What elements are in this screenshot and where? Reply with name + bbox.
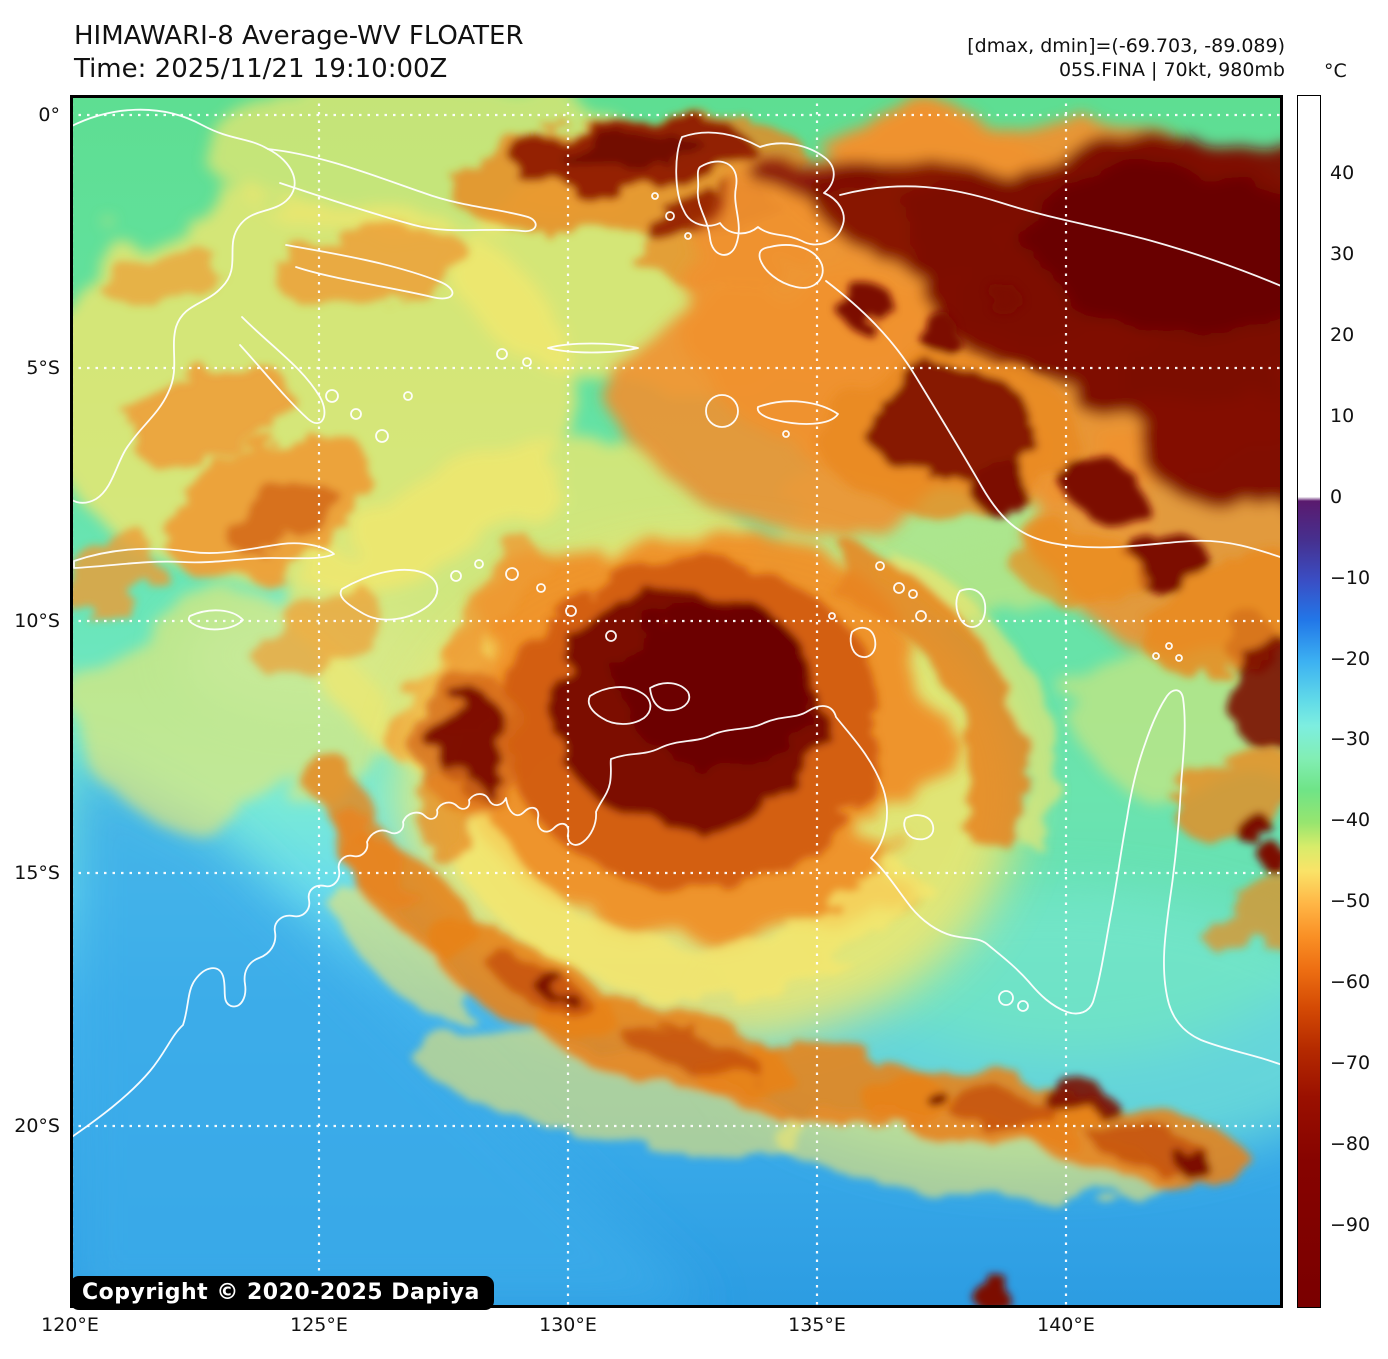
lat-label-5s: 5°S bbox=[26, 357, 60, 379]
coastline-aru bbox=[955, 588, 986, 628]
colorbar-tick-0: 0 bbox=[1330, 486, 1343, 508]
coastline-buru bbox=[705, 394, 739, 428]
coastline-sula bbox=[547, 342, 639, 354]
map-border bbox=[70, 95, 1283, 1308]
colorbar-tick-m40: −40 bbox=[1330, 809, 1371, 831]
coastline-timor bbox=[339, 569, 439, 621]
lon-label-135e: 135°E bbox=[788, 1314, 846, 1336]
colorbar-tick-40: 40 bbox=[1330, 162, 1355, 184]
coastline-tanimbar bbox=[849, 626, 877, 658]
lat-label-0: 0° bbox=[38, 104, 60, 126]
dmax-dmin-text: [dmax, dmin]=(-69.703, -89.089) bbox=[967, 35, 1285, 57]
coastline-flores-chain bbox=[73, 542, 335, 569]
lat-label-20s: 20°S bbox=[14, 1115, 60, 1137]
satellite-map bbox=[70, 95, 1283, 1308]
coastline-sulawesi-north-arm bbox=[267, 148, 537, 233]
colorbar-tick-20: 20 bbox=[1330, 324, 1355, 346]
tropical-cyclone bbox=[400, 520, 1056, 1045]
copyright-badge: Copyright © 2020-2025 Dapiya bbox=[70, 1276, 494, 1310]
colorbar-tick-10: 10 bbox=[1330, 405, 1355, 427]
storm-annotation: [dmax, dmin]=(-69.703, -89.089) 05S.FINA… bbox=[967, 34, 1285, 82]
lon-label-130e: 130°E bbox=[539, 1314, 597, 1336]
lon-label-125e: 125°E bbox=[290, 1314, 348, 1336]
coastline-new-guinea-north bbox=[839, 185, 1283, 288]
title-line-1: HIMAWARI-8 Average-WV FLOATER bbox=[74, 21, 524, 51]
colorbar-tick-30: 30 bbox=[1330, 243, 1355, 265]
coastline-sulawesi-se-arm bbox=[239, 316, 326, 425]
lat-label-15s: 15°S bbox=[14, 862, 60, 884]
coastline-seram bbox=[756, 400, 839, 425]
coastline-sulawesi bbox=[70, 108, 296, 504]
coastline-birds-head bbox=[675, 131, 845, 246]
coastline-australia bbox=[70, 689, 1283, 1140]
colorbar-unit-label: °C bbox=[1324, 60, 1347, 82]
coastline-tiwi-islands bbox=[587, 682, 691, 725]
small-islands bbox=[325, 192, 1183, 1012]
lon-label-140e: 140°E bbox=[1037, 1314, 1095, 1336]
coastline-halmahera bbox=[696, 160, 740, 256]
coastline-sulawesi-east-arm bbox=[285, 244, 454, 300]
lat-label-10s: 10°S bbox=[14, 610, 60, 632]
colorbar-tick-m30: −30 bbox=[1330, 728, 1371, 750]
coastline-bomberai bbox=[758, 244, 824, 289]
coastlines bbox=[70, 108, 1283, 1140]
colorbar-tick-m70: −70 bbox=[1330, 1052, 1371, 1074]
lon-label-120e: 120°E bbox=[41, 1314, 99, 1336]
colorbar-tick-m50: −50 bbox=[1330, 890, 1371, 912]
coastline-new-guinea-south bbox=[825, 280, 1283, 559]
coastline-sumba bbox=[187, 609, 244, 631]
colorbar-tick-m80: −80 bbox=[1330, 1133, 1371, 1155]
new-guinea-convection bbox=[620, 105, 1283, 755]
storm-id-text: 05S.FINA | 70kt, 980mb bbox=[1058, 59, 1285, 81]
colorbar-tick-m60: −60 bbox=[1330, 971, 1371, 993]
coral-sea-cloud bbox=[1172, 750, 1283, 955]
colorbar-tick-m20: −20 bbox=[1330, 648, 1371, 670]
title-line-2: Time: 2025/11/21 19:10:00Z bbox=[74, 54, 448, 84]
coastline-groote bbox=[903, 814, 935, 841]
satellite-map-image bbox=[70, 95, 1283, 1308]
colorbar-tick-m10: −10 bbox=[1330, 567, 1371, 589]
colorbar-tick-m90: −90 bbox=[1330, 1214, 1371, 1236]
figure-title: HIMAWARI-8 Average-WV FLOATER Time: 2025… bbox=[74, 20, 524, 86]
temperature-colorbar bbox=[1297, 95, 1321, 1308]
